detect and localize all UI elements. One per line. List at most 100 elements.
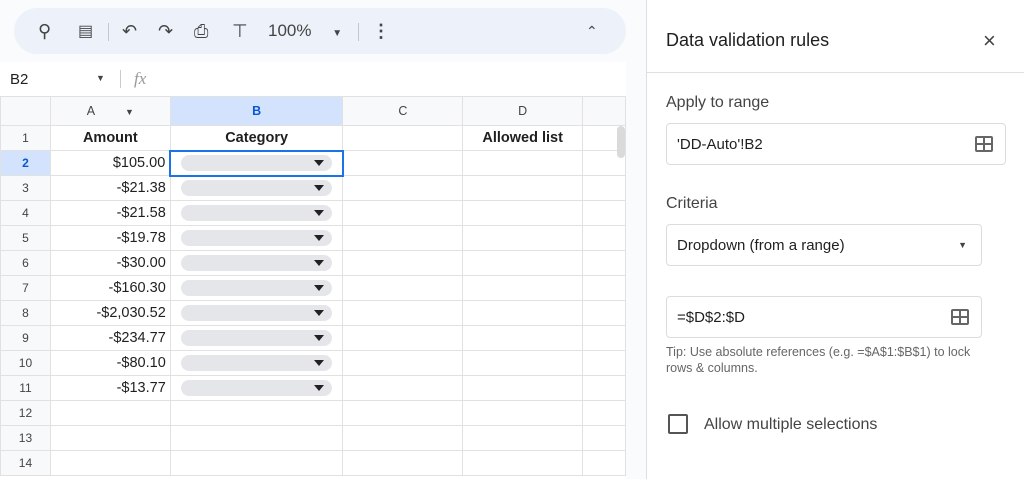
chevron-down-icon[interactable]: ▼ bbox=[96, 73, 105, 83]
cell-c[interactable] bbox=[342, 250, 464, 276]
cell-e[interactable] bbox=[582, 300, 626, 326]
row-header[interactable]: 11 bbox=[0, 375, 51, 401]
cell-b[interactable] bbox=[169, 200, 344, 226]
cell-b[interactable] bbox=[169, 225, 344, 251]
cell-e[interactable] bbox=[582, 225, 626, 251]
select-range-icon[interactable] bbox=[975, 136, 993, 152]
cell-e[interactable] bbox=[582, 275, 626, 301]
menus-icon[interactable]: ▤ bbox=[78, 23, 94, 40]
dropdown-chip[interactable] bbox=[180, 380, 333, 396]
row-header[interactable]: 9 bbox=[0, 325, 51, 351]
row-header[interactable]: 1 bbox=[0, 125, 51, 151]
cell-a[interactable]: $105.00 bbox=[49, 150, 171, 176]
cell-c[interactable] bbox=[342, 225, 464, 251]
cell-c[interactable] bbox=[342, 175, 464, 201]
redo-icon[interactable]: ↷ bbox=[158, 21, 174, 41]
dropdown-chip[interactable] bbox=[180, 230, 333, 246]
row-header[interactable]: 13 bbox=[0, 425, 51, 451]
select-range-icon[interactable] bbox=[951, 309, 969, 325]
cell-c[interactable] bbox=[342, 325, 464, 351]
cell-e[interactable] bbox=[582, 450, 626, 476]
filter-dropdown-icon[interactable]: ▼ bbox=[125, 107, 134, 117]
cell-d[interactable] bbox=[462, 300, 584, 326]
cell-b[interactable]: Category bbox=[169, 125, 344, 151]
dropdown-chip[interactable] bbox=[180, 205, 333, 221]
cell-a[interactable]: -$30.00 bbox=[49, 250, 171, 276]
column-header-e[interactable] bbox=[582, 96, 626, 126]
cell-b[interactable] bbox=[169, 350, 344, 376]
cell-c[interactable] bbox=[342, 275, 464, 301]
cell-d[interactable] bbox=[462, 450, 584, 476]
row-header[interactable]: 5 bbox=[0, 225, 51, 251]
cell-a[interactable]: -$19.78 bbox=[49, 225, 171, 251]
cell-e[interactable] bbox=[582, 350, 626, 376]
row-header[interactable]: 14 bbox=[0, 450, 51, 476]
column-header-c[interactable]: C bbox=[342, 96, 464, 126]
row-header[interactable]: 7 bbox=[0, 275, 51, 301]
cell-d[interactable] bbox=[462, 350, 584, 376]
cell-b[interactable] bbox=[169, 425, 344, 451]
collapse-icon[interactable]: ⌃ bbox=[586, 23, 598, 39]
zoom-select[interactable]: 100% ▼ bbox=[268, 21, 342, 41]
cell-d[interactable] bbox=[462, 250, 584, 276]
cell-e[interactable] bbox=[582, 375, 626, 401]
cell-c[interactable] bbox=[342, 425, 464, 451]
cell-a[interactable] bbox=[49, 400, 171, 426]
cell-c[interactable] bbox=[342, 400, 464, 426]
cell-b[interactable] bbox=[169, 175, 344, 201]
row-header[interactable]: 8 bbox=[0, 300, 51, 326]
cell-a[interactable]: -$13.77 bbox=[49, 375, 171, 401]
cell-d[interactable]: Allowed list bbox=[462, 125, 584, 151]
dropdown-chip[interactable] bbox=[180, 330, 333, 346]
cell-c[interactable] bbox=[342, 200, 464, 226]
cell-a[interactable] bbox=[49, 450, 171, 476]
cell-a[interactable]: -$80.10 bbox=[49, 350, 171, 376]
cell-e[interactable] bbox=[582, 200, 626, 226]
row-header[interactable]: 12 bbox=[0, 400, 51, 426]
cell-c[interactable] bbox=[342, 300, 464, 326]
cell-c[interactable] bbox=[342, 450, 464, 476]
cell-d[interactable] bbox=[462, 175, 584, 201]
cell-b[interactable] bbox=[169, 149, 344, 177]
row-header[interactable]: 6 bbox=[0, 250, 51, 276]
column-header-d[interactable]: D bbox=[462, 96, 584, 126]
apply-to-range-input[interactable]: 'DD-Auto'!B2 bbox=[666, 123, 1006, 165]
cell-d[interactable] bbox=[462, 200, 584, 226]
cell-a[interactable] bbox=[49, 425, 171, 451]
cell-d[interactable] bbox=[462, 400, 584, 426]
cell-a[interactable]: -$21.38 bbox=[49, 175, 171, 201]
cell-a[interactable]: -$160.30 bbox=[49, 275, 171, 301]
cell-e[interactable] bbox=[582, 175, 626, 201]
cell-d[interactable] bbox=[462, 225, 584, 251]
dropdown-chip[interactable] bbox=[180, 355, 333, 371]
row-header[interactable]: 10 bbox=[0, 350, 51, 376]
cell-b[interactable] bbox=[169, 400, 344, 426]
cell-b[interactable] bbox=[169, 375, 344, 401]
row-header[interactable]: 2 bbox=[0, 150, 51, 176]
criteria-select[interactable]: Dropdown (from a range) ▼ bbox=[666, 224, 982, 266]
cell-a[interactable]: -$234.77 bbox=[49, 325, 171, 351]
dropdown-chip[interactable] bbox=[180, 305, 333, 321]
cell-c[interactable] bbox=[342, 350, 464, 376]
cell-b[interactable] bbox=[169, 325, 344, 351]
cell-b[interactable] bbox=[169, 300, 344, 326]
cell-c[interactable] bbox=[342, 375, 464, 401]
search-icon[interactable]: ⚲ bbox=[38, 21, 52, 41]
cell-b[interactable] bbox=[169, 450, 344, 476]
cell-e[interactable] bbox=[582, 425, 626, 451]
range-formula-input[interactable]: =$D$2:$D bbox=[666, 296, 982, 338]
allow-multiple-checkbox[interactable] bbox=[668, 414, 688, 434]
dropdown-chip[interactable] bbox=[180, 280, 333, 296]
cell-e[interactable] bbox=[582, 250, 626, 276]
dropdown-chip[interactable] bbox=[181, 155, 332, 171]
cell-d[interactable] bbox=[462, 325, 584, 351]
cell-e[interactable] bbox=[582, 325, 626, 351]
cell-d[interactable] bbox=[462, 375, 584, 401]
undo-icon[interactable]: ↶ bbox=[122, 21, 138, 41]
cell-d[interactable] bbox=[462, 425, 584, 451]
name-box[interactable]: B2 bbox=[10, 71, 29, 88]
dropdown-chip[interactable] bbox=[180, 180, 333, 197]
cell-a[interactable]: -$21.58 bbox=[49, 200, 171, 226]
column-header-b[interactable]: B bbox=[169, 96, 344, 126]
cell-d[interactable] bbox=[462, 150, 584, 176]
